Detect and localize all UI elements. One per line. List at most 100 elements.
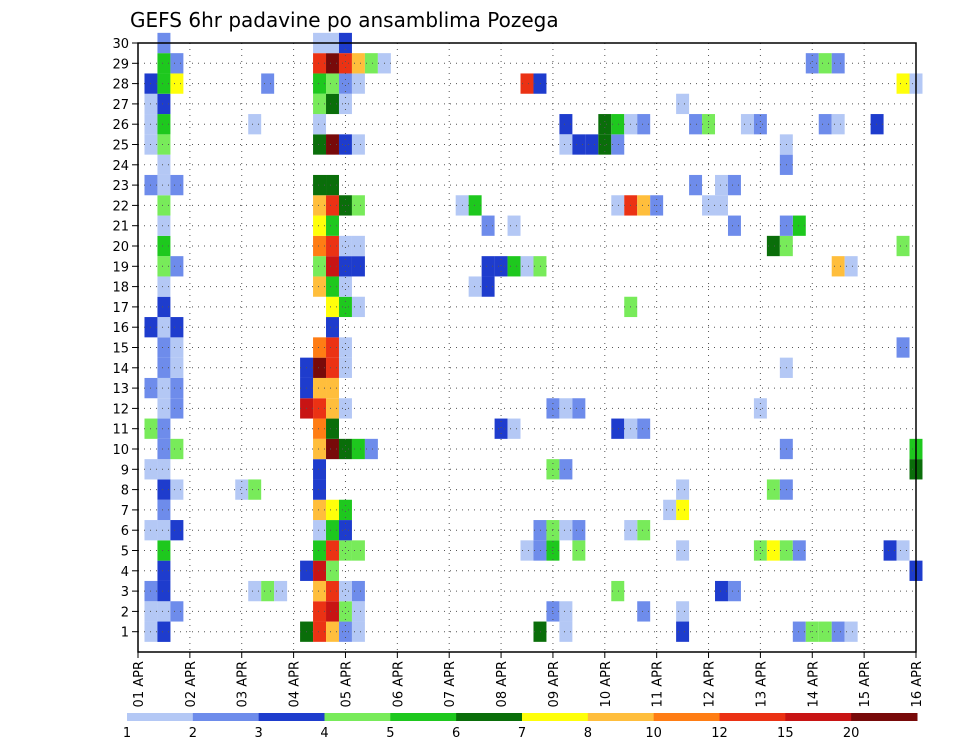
data-cell [572,134,586,155]
data-cell [792,540,806,561]
data-cell [338,134,352,155]
data-cell [351,73,365,94]
data-cell [326,337,339,358]
data-cell [313,479,327,500]
data-cell [351,621,365,642]
legend-label: 2 [189,726,197,741]
x-tick-label: 04 APR [288,661,303,707]
y-tick-label: 16 [112,321,129,336]
y-tick-label: 28 [112,78,129,93]
data-cell [326,520,339,541]
colorbar-legend: 1 2 3 4 5 6 7 8 10 12 15 20 [123,713,918,741]
y-tick-label: 26 [112,118,129,133]
data-cell [313,621,327,642]
x-tick-label: 02 APR [184,661,199,707]
data-cell [157,235,171,257]
data-cell [792,621,806,642]
data-cell [896,235,910,257]
y-tick-label: 8 [121,484,129,499]
data-cell [676,540,690,561]
data-cell [831,621,845,642]
x-tick-label: 15 APR [858,661,873,707]
data-cell [507,418,521,439]
data-cell [313,174,327,196]
data-cell [170,520,184,541]
legend-swatch [390,713,457,721]
y-tick-label: 23 [112,179,129,194]
y-tick-label: 13 [112,382,129,397]
data-cell [351,195,365,216]
data-cell [637,114,651,135]
legend-swatch [324,713,391,721]
data-cell [520,73,534,94]
data-cell [261,580,275,602]
data-cell [157,540,171,561]
data-cell [326,73,339,94]
data-cell [481,256,495,277]
y-tick-label: 25 [112,139,129,154]
legend-swatch [719,713,786,721]
y-tick-label: 18 [112,281,129,296]
data-cell [326,317,339,338]
data-cell [351,601,365,622]
legend-label: 15 [777,726,794,741]
data-cell [326,215,339,236]
y-tick-label: 29 [112,57,129,72]
x-tick-label: 14 APR [806,661,821,707]
y-tick-label: 2 [121,605,129,620]
data-cell [157,479,171,500]
data-cell [533,520,547,541]
legend-swatch [785,713,852,721]
data-cell [326,398,339,419]
data-cell [326,438,339,460]
data-cell [326,276,339,297]
data-cell [753,540,767,561]
legend-label: 7 [518,726,526,741]
data-cell [157,215,171,236]
data-cell [157,93,171,115]
data-cell [326,235,339,257]
data-cell [818,621,832,642]
data-cell [611,418,625,439]
data-cell [870,114,884,135]
data-cell [157,337,171,358]
data-cell [326,93,339,115]
data-cell [559,134,573,155]
data-cell [844,256,858,277]
data-cell [637,520,651,541]
legend-label: 4 [320,726,328,741]
x-tick-label: 09 APR [547,661,562,707]
data-cell [351,540,365,561]
data-cell [715,195,728,216]
data-cell [313,438,327,460]
x-axis: 01 APR 02 APR 03 APR 04 APR 05 APR 06 APR 07 A… [132,652,925,707]
data-cell [326,418,339,439]
data-cell [326,621,339,642]
data-cell [338,256,352,277]
data-cell [351,296,365,318]
data-cell [740,114,754,135]
data-cell [766,540,780,561]
data-cell [559,621,573,642]
data-cell [248,580,262,602]
y-tick-label: 3 [121,585,129,600]
data-cell [364,53,378,74]
data-cell [676,499,690,521]
data-cell [326,195,339,216]
data-cell [637,418,651,439]
data-cell [831,114,845,135]
data-cell [157,438,171,460]
legend-label: 5 [386,726,394,741]
data-cell [170,73,184,94]
y-tick-label: 9 [121,463,129,478]
data-cell [766,479,780,500]
data-cell [611,134,625,155]
data-cell [533,73,547,94]
data-cell [481,276,495,297]
x-tick-label: 16 APR [910,661,925,707]
data-cell [676,93,690,115]
data-cell [338,296,352,318]
legend-label: 12 [711,726,728,741]
data-cell [559,459,573,480]
